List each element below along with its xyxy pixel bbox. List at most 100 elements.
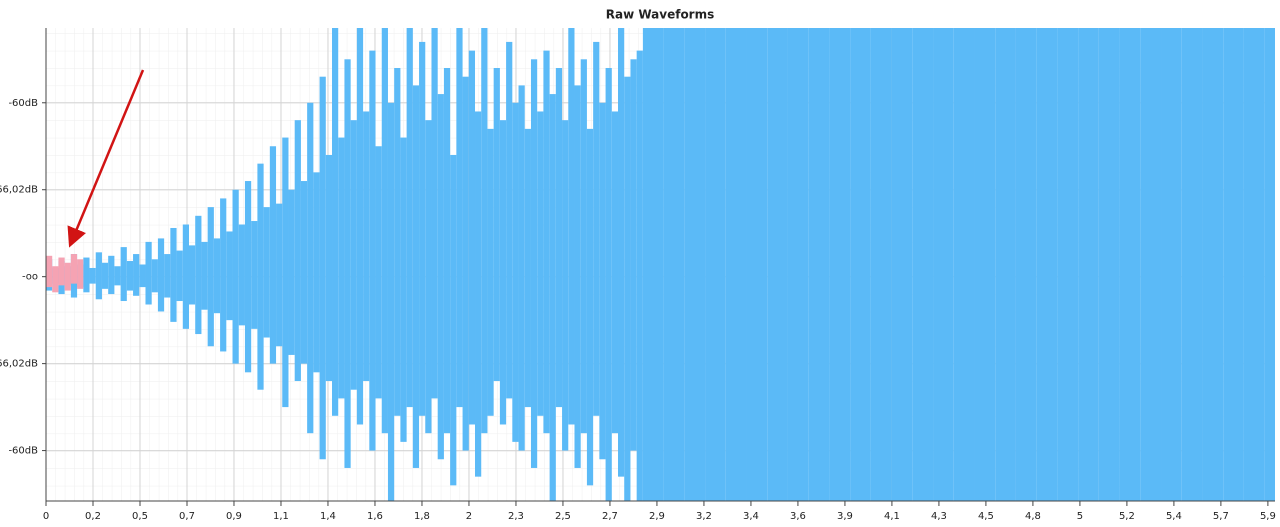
waveform-bin: [263, 207, 270, 338]
waveform-bin: [912, 28, 934, 501]
x-tick-label: 3,6: [790, 511, 806, 522]
waveform-bin: [182, 224, 190, 329]
waveform-bin: [684, 28, 706, 501]
waveform-bin: [108, 255, 115, 295]
waveform-bin: [574, 85, 581, 468]
waveform-bin: [394, 67, 401, 416]
waveform-bin: [164, 254, 171, 298]
waveform-bin: [46, 255, 53, 288]
waveform-bin: [220, 198, 227, 352]
waveform-bin: [201, 241, 208, 310]
waveform-bin: [64, 262, 71, 291]
waveform-bin: [518, 85, 525, 451]
x-tick-label: 2,3: [508, 511, 524, 522]
x-tick-label: 2,7: [602, 511, 618, 522]
waveform-bin: [870, 28, 892, 501]
waveform-bin: [356, 28, 364, 425]
x-tick-label: 4,8: [1025, 511, 1041, 522]
waveform-bin: [319, 76, 326, 460]
y-tick-label: -oo: [22, 272, 38, 283]
x-tick-label: 3,9: [837, 511, 853, 522]
x-tick-label: 5,2: [1119, 511, 1135, 522]
x-tick-label: 0,5: [132, 511, 148, 522]
waveform-bin: [636, 50, 643, 501]
waveform-bin: [443, 67, 451, 434]
waveform-bin: [406, 28, 413, 408]
waveform-bin: [1057, 28, 1079, 501]
x-tick-label: 2: [466, 511, 472, 522]
waveform-bin: [562, 120, 569, 451]
waveform-bin: [251, 221, 258, 329]
waveform-bin: [537, 111, 544, 416]
x-tick-label: 4,3: [931, 511, 947, 522]
waveform-bin: [705, 28, 726, 501]
waveform-bin: [114, 266, 121, 286]
waveform-bin: [512, 102, 519, 442]
waveform-bin: [412, 85, 420, 468]
waveform-bin: [269, 146, 277, 364]
waveform-bin: [1098, 28, 1120, 501]
waveform-bin: [325, 154, 333, 382]
waveform-bin: [499, 120, 507, 425]
waveform-bin: [1243, 28, 1265, 501]
waveform-series: [46, 254, 84, 293]
waveform-bin: [953, 28, 975, 501]
waveform-bin: [344, 59, 351, 468]
y-tick-label: -60dB: [8, 446, 38, 457]
waveform-bin: [974, 28, 996, 501]
waveform-bin: [746, 28, 768, 501]
annotation-arrow: [67, 69, 145, 248]
x-tick-label: 1,8: [414, 511, 430, 522]
waveform-bin: [1264, 28, 1275, 501]
x-tick-label: 5,9: [1260, 511, 1276, 522]
waveform-bin: [77, 259, 84, 289]
waveform-bin: [506, 41, 513, 399]
waveform-bin: [437, 94, 444, 460]
waveform-bin: [549, 94, 556, 501]
waveform-bin: [456, 28, 463, 408]
waveform-bin: [580, 59, 587, 434]
x-tick-label: 5: [1077, 511, 1083, 522]
waveform-bin: [787, 28, 809, 501]
waveform-bin: [462, 76, 469, 451]
waveform-bin: [1078, 28, 1099, 501]
waveform-bin: [300, 181, 308, 364]
x-tick-label: 4,1: [884, 511, 900, 522]
waveform-bin: [725, 28, 747, 501]
waveform-bin: [419, 41, 426, 416]
waveform-bin: [808, 28, 830, 501]
x-tick-label: 0,7: [179, 511, 195, 522]
waveform-bin: [157, 238, 165, 312]
waveform-bin: [126, 261, 134, 291]
waveform-bin: [425, 120, 432, 434]
waveform-bin: [195, 215, 202, 335]
waveform-bin: [313, 172, 320, 373]
waveform-bin: [307, 102, 314, 434]
waveform-bin: [1202, 28, 1224, 501]
waveform-bin: [850, 28, 871, 501]
waveform-bin: [530, 59, 538, 468]
waveform-bin: [294, 120, 301, 382]
waveform-bin: [487, 128, 494, 416]
waveform-bin: [1181, 28, 1203, 501]
waveform-bin: [363, 111, 370, 382]
waveform-bin: [475, 111, 482, 477]
waveform-series: [46, 28, 1275, 501]
waveform-bin: [618, 28, 625, 477]
waveform-bin: [1119, 28, 1141, 501]
waveform-bin: [120, 247, 127, 302]
x-tick-label: 3,4: [743, 511, 759, 522]
waveform-bin: [83, 257, 90, 293]
waveform-bin: [369, 50, 376, 451]
waveform-bin: [276, 203, 283, 347]
y-tick-label: -60dB: [8, 98, 38, 109]
waveform-bin: [101, 262, 109, 289]
waveform-bin: [1161, 28, 1182, 501]
waveform-bin: [568, 28, 575, 425]
waveform-bin: [282, 137, 289, 408]
waveform-bin: [387, 102, 395, 501]
waveform-bin: [493, 67, 500, 382]
waveform-bin: [350, 120, 357, 390]
x-tick-label: 0,9: [226, 511, 242, 522]
